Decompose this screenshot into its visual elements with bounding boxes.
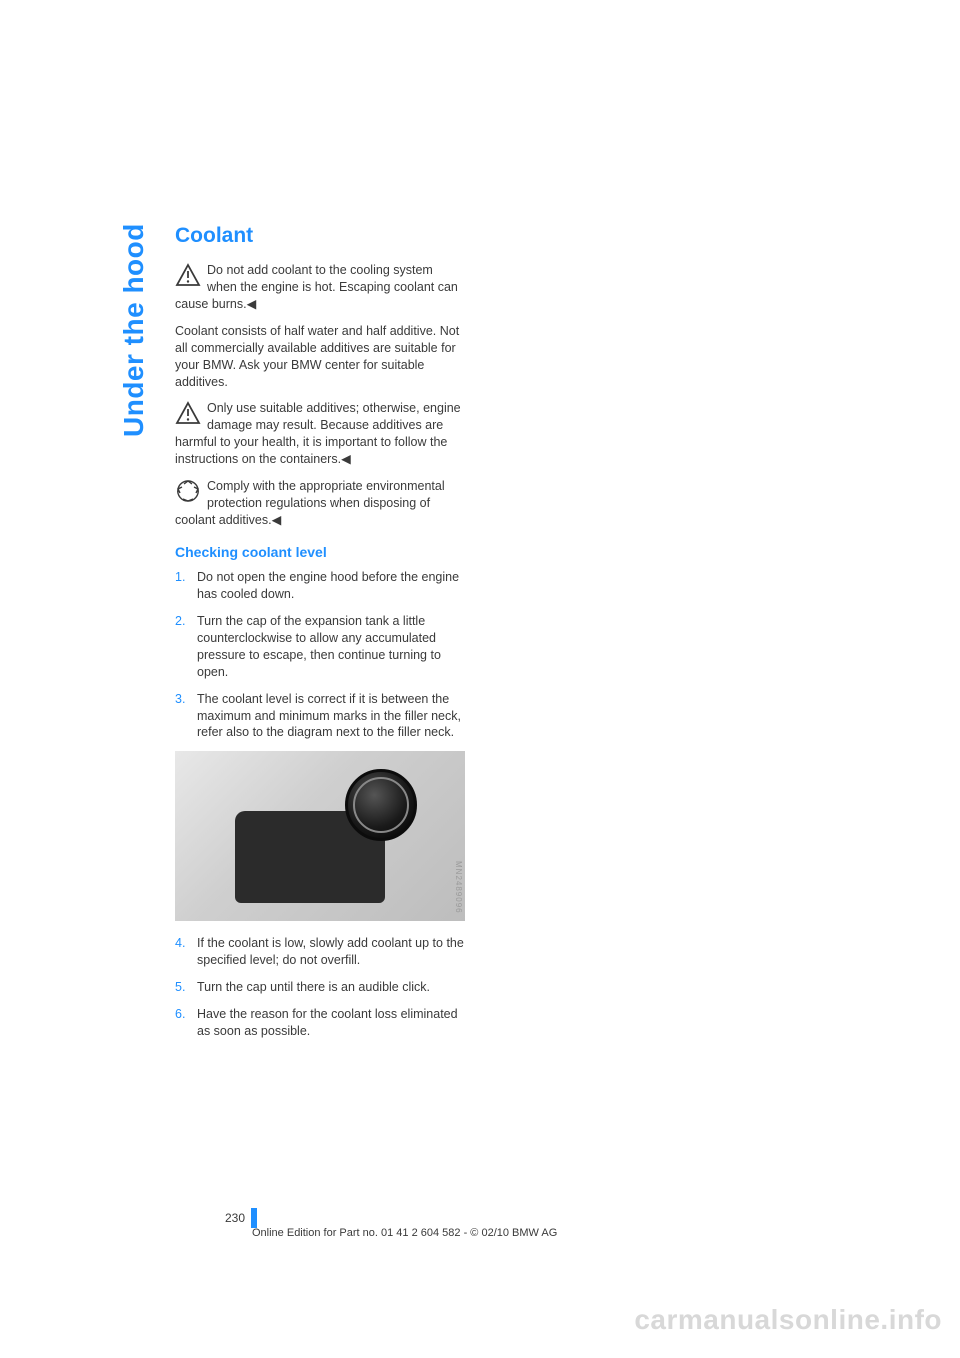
recycle-icon xyxy=(175,479,201,503)
section-side-label: Under the hood xyxy=(118,223,150,437)
watermark: carmanualsonline.info xyxy=(634,1304,942,1336)
page-number: 230 xyxy=(225,1211,245,1225)
step-number: 1. xyxy=(175,569,185,586)
list-item: 2. Turn the cap of the expansion tank a l… xyxy=(175,613,465,681)
end-mark-icon: ◀ xyxy=(247,296,257,313)
warning-block-1: Do not add coolant to the cooling system… xyxy=(175,262,465,313)
recycle-text: Comply with the appropriate environmenta… xyxy=(175,479,445,527)
step-text: If the coolant is low, slowly add coolan… xyxy=(197,936,464,967)
step-text: Have the reason for the coolant loss eli… xyxy=(197,1007,458,1038)
step-text: The coolant level is correct if it is be… xyxy=(197,692,461,740)
warning-text-2: Only use suitable additives; otherwise, … xyxy=(175,401,461,466)
step-number: 5. xyxy=(175,979,185,996)
content-column: Coolant Do not add coolant to the coolin… xyxy=(175,222,465,1050)
list-item: 5. Turn the cap until there is an audible… xyxy=(175,979,465,996)
heading-coolant: Coolant xyxy=(175,222,465,250)
step-text: Turn the cap of the expansion tank a lit… xyxy=(197,614,441,679)
coolant-tank-figure: MN2489096 xyxy=(175,751,465,921)
list-item: 3. The coolant level is correct if it is … xyxy=(175,691,465,742)
end-mark-icon: ◀ xyxy=(341,451,351,468)
recycle-block: Comply with the appropriate environmenta… xyxy=(175,478,465,529)
page-number-bar xyxy=(251,1208,257,1228)
step-text: Turn the cap until there is an audible c… xyxy=(197,980,430,994)
warning-icon xyxy=(175,263,201,287)
warning-icon xyxy=(175,401,201,425)
footer-line: Online Edition for Part no. 01 41 2 604 … xyxy=(252,1227,557,1239)
warning-block-2: Only use suitable additives; otherwise, … xyxy=(175,400,465,468)
list-item: 6. Have the reason for the coolant loss e… xyxy=(175,1006,465,1040)
list-item: 1. Do not open the engine hood before the… xyxy=(175,569,465,603)
figure-cap-ring xyxy=(353,777,409,833)
step-number: 3. xyxy=(175,691,185,708)
heading-checking-level: Checking coolant level xyxy=(175,543,465,562)
step-number: 6. xyxy=(175,1006,185,1023)
step-text: Do not open the engine hood before the e… xyxy=(197,570,459,601)
step-number: 4. xyxy=(175,935,185,952)
paragraph-additive: Coolant consists of half water and half … xyxy=(175,323,465,391)
page-number-block: 230 xyxy=(225,1208,257,1228)
step-number: 2. xyxy=(175,613,185,630)
page: Under the hood Coolant Do not add coolan… xyxy=(0,0,960,1358)
warning-text-1: Do not add coolant to the cooling system… xyxy=(175,263,458,311)
end-mark-icon: ◀ xyxy=(272,512,282,529)
figure-id-label: MN2489096 xyxy=(452,861,463,914)
steps-list-after-figure: 4. If the coolant is low, slowly add cool… xyxy=(175,935,465,1039)
steps-list-before-figure: 1. Do not open the engine hood before the… xyxy=(175,569,465,741)
list-item: 4. If the coolant is low, slowly add cool… xyxy=(175,935,465,969)
